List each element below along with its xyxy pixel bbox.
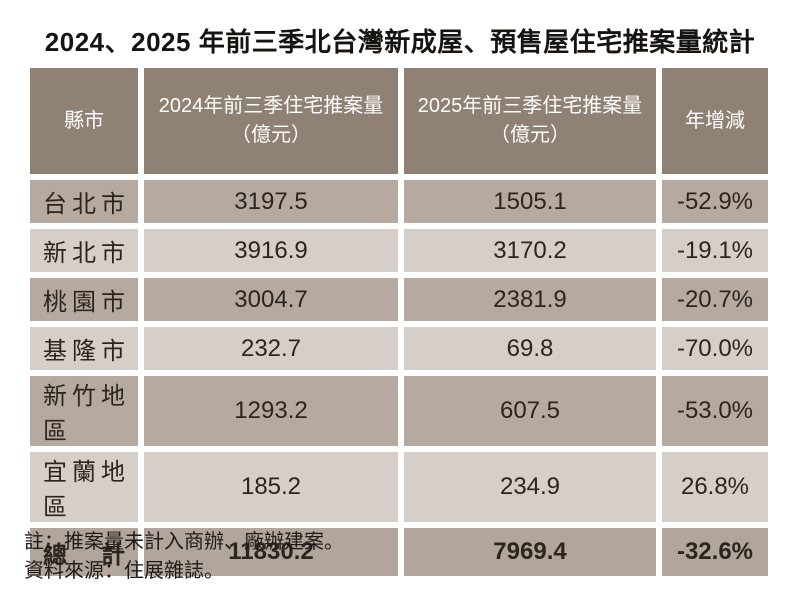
value-2025-cell: 234.9 (404, 452, 656, 522)
value-2025-cell: 2381.9 (404, 278, 656, 321)
col-header-2025-unit: （億元） (490, 124, 570, 146)
region-cell: 新竹地區 (30, 376, 138, 446)
table-row-hsinchu: 新竹地區 1293.2 607.5 -53.0% (30, 376, 768, 446)
col-header-2024-unit: （億元） (231, 124, 311, 146)
table-header-row: 縣市 2024年前三季住宅推案量 （億元） 2025年前三季住宅推案量 （億元）… (30, 68, 768, 174)
value-2025-cell: 69.8 (404, 327, 656, 370)
note-disclaimer: 註：推案量未計入商辦、廠辦建案。 (24, 531, 344, 553)
yoy-cell: 26.8% (662, 452, 768, 522)
yoy-cell: -19.1% (662, 229, 768, 272)
total-yoy-cell: -32.6% (662, 528, 768, 576)
value-2025-cell: 3170.2 (404, 229, 656, 272)
value-2025-cell: 607.5 (404, 376, 656, 446)
table-row-taipei: 台北市 3197.5 1505.1 -52.9% (30, 180, 768, 223)
page-title: 2024、2025 年前三季北台灣新成屋、預售屋住宅推案量統計 (44, 27, 756, 57)
total-label-cell: 總計 (30, 528, 138, 576)
region-cell: 宜蘭地區 (30, 452, 138, 522)
table-row-taoyuan: 桃園市 3004.7 2381.9 -20.7% (30, 278, 768, 321)
stats-table: 縣市 2024年前三季住宅推案量 （億元） 2025年前三季住宅推案量 （億元）… (24, 62, 774, 582)
footnotes: 註：推案量未計入商辦、廠辦建案。 資料來源：住展雜誌。 (24, 528, 344, 586)
region-cell: 台北市 (30, 180, 138, 223)
yoy-cell: -70.0% (662, 327, 768, 370)
value-2024-cell: 3916.9 (144, 229, 398, 272)
region-cell: 桃園市 (30, 278, 138, 321)
table-row-keelung: 基隆市 232.7 69.8 -70.0% (30, 327, 768, 370)
col-header-2025: 2025年前三季住宅推案量 （億元） (404, 68, 656, 174)
value-2024-cell: 3004.7 (144, 278, 398, 321)
col-header-region: 縣市 (30, 68, 138, 174)
value-2024-cell: 232.7 (144, 327, 398, 370)
total-2024-cell: 11830.2 (144, 528, 398, 576)
value-2024-cell: 185.2 (144, 452, 398, 522)
region-cell: 新北市 (30, 229, 138, 272)
table-row-newtaipei: 新北市 3916.9 3170.2 -19.1% (30, 229, 768, 272)
value-2024-cell: 3197.5 (144, 180, 398, 223)
note-source: 資料來源：住展雜誌。 (24, 560, 224, 582)
value-2025-cell: 1505.1 (404, 180, 656, 223)
col-header-yoy: 年增減 (662, 68, 768, 174)
table-row-total: 總計 11830.2 7969.4 -32.6% (30, 528, 768, 576)
region-cell: 基隆市 (30, 327, 138, 370)
col-header-2024-label: 2024年前三季住宅推案量 (158, 95, 384, 117)
table-row-yilan: 宜蘭地區 185.2 234.9 26.8% (30, 452, 768, 522)
col-header-2024: 2024年前三季住宅推案量 （億元） (144, 68, 398, 174)
value-2024-cell: 1293.2 (144, 376, 398, 446)
yoy-cell: -52.9% (662, 180, 768, 223)
total-2025-cell: 7969.4 (404, 528, 656, 576)
yoy-cell: -53.0% (662, 376, 768, 446)
col-header-2025-label: 2025年前三季住宅推案量 (417, 95, 643, 117)
yoy-cell: -20.7% (662, 278, 768, 321)
